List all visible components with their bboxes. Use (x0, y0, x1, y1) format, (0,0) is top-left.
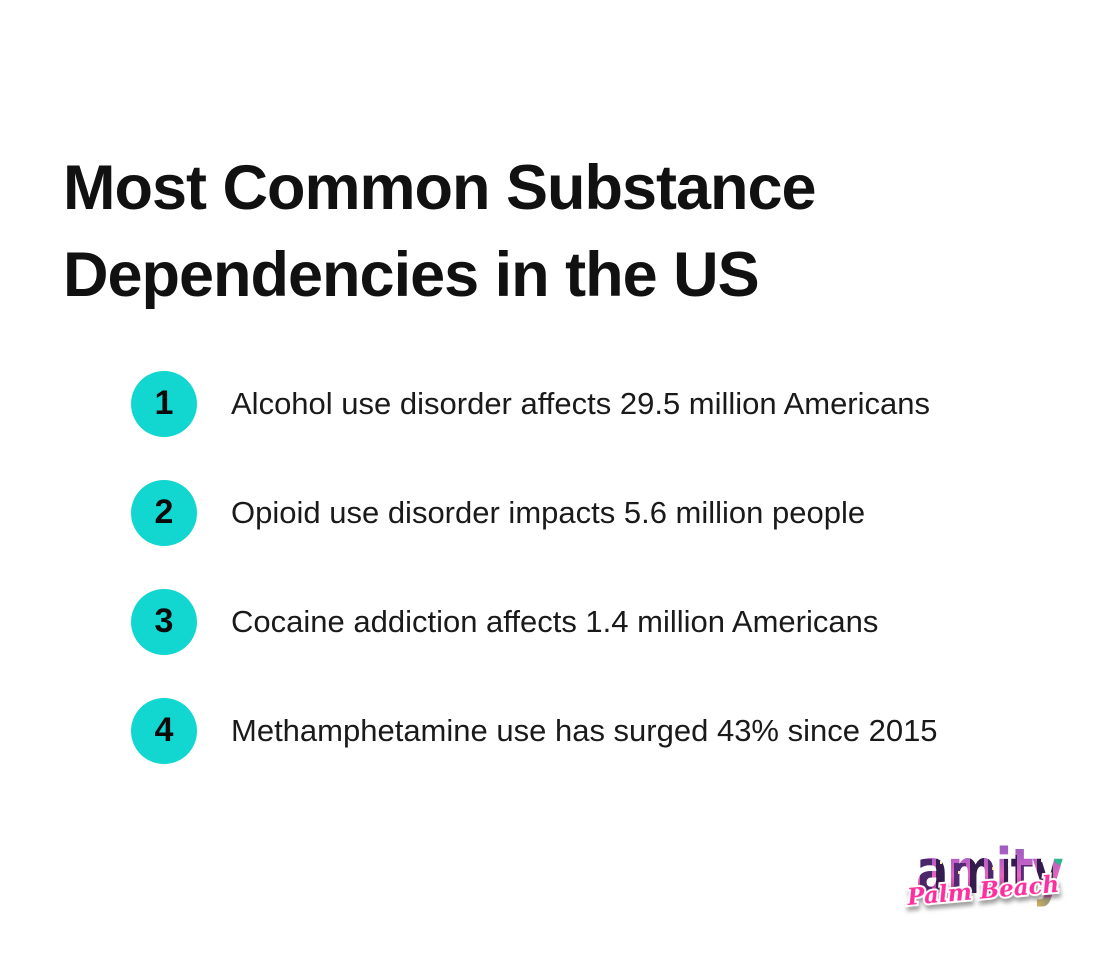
badge-number: 1 (154, 383, 174, 422)
list-item: 1 Alcohol use disorder affects 29.5 mill… (131, 371, 938, 437)
badge-number: 2 (154, 492, 174, 531)
list-item: 4 Methamphetamine use has surged 43% sin… (131, 698, 938, 764)
badge-number: 3 (154, 601, 174, 640)
badge-number: 4 (154, 710, 174, 749)
list-item: 3 Cocaine addiction affects 1.4 million … (131, 589, 938, 655)
page-title: Most Common Substance Dependencies in th… (63, 145, 817, 319)
number-badge: 4 (131, 698, 197, 764)
list-item-text: Opioid use disorder impacts 5.6 million … (231, 495, 866, 530)
list-item: 2 Opioid use disorder impacts 5.6 millio… (131, 480, 938, 546)
page-title-line2: Dependencies in the US (63, 240, 760, 311)
numbered-list: 1 Alcohol use disorder affects 29.5 mill… (131, 371, 938, 764)
amity-logo-svg: amity (903, 835, 1064, 913)
page-title-line1: Most Common Substance (63, 153, 817, 224)
number-badge: 3 (131, 589, 197, 655)
number-badge: 2 (131, 480, 197, 546)
number-badge: 1 (131, 371, 197, 437)
list-item-text: Methamphetamine use has surged 43% since… (231, 713, 938, 748)
brand-logo: amity (900, 833, 1080, 933)
skyline-art (916, 835, 1064, 908)
list-item-text: Cocaine addiction affects 1.4 million Am… (231, 604, 879, 639)
list-item-text: Alcohol use disorder affects 29.5 millio… (231, 386, 930, 421)
